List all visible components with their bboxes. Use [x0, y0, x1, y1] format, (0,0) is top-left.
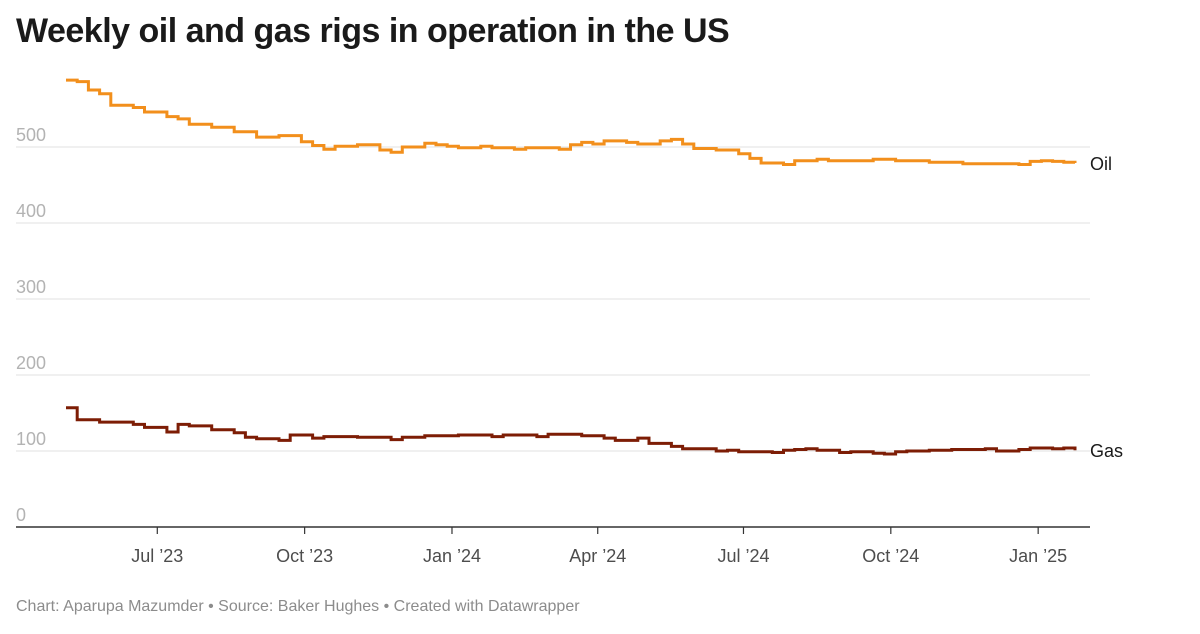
x-tick-label: Jul ’24 — [717, 546, 769, 566]
chart-title: Weekly oil and gas rigs in operation in … — [16, 12, 730, 50]
y-tick-label: 0 — [16, 505, 26, 525]
x-tick-label: Jan ’25 — [1009, 546, 1067, 566]
series-lines — [66, 78, 1077, 456]
source-name: Baker Hughes — [277, 598, 380, 615]
x-tick-label: Oct ’23 — [276, 546, 333, 566]
series-labels: Oil Gas — [1090, 154, 1123, 461]
chart-credit-label: Chart: — [16, 598, 60, 615]
x-axis-ticks: Jul ’23 Oct ’23 Jan ’24 Apr ’24 Jul ’24 Oct ’… — [131, 527, 1067, 566]
created-with: Created with Datawrapper — [393, 598, 580, 615]
chart-footer: Chart: Aparupa Mazumder • Source: Baker … — [16, 598, 580, 616]
chart-author: Aparupa Mazumder — [63, 598, 204, 615]
oil-series-label: Oil — [1090, 154, 1112, 174]
y-tick-label: 100 — [16, 429, 46, 449]
y-tick-label: 500 — [16, 125, 46, 145]
y-tick-label: 300 — [16, 277, 46, 297]
y-tick-label: 400 — [16, 201, 46, 221]
y-tick-label: 200 — [16, 353, 46, 373]
x-tick-label: Apr ’24 — [569, 546, 626, 566]
gridlines — [16, 146, 1090, 452]
x-tick-label: Jan ’24 — [423, 546, 481, 566]
gas-series-line — [66, 406, 1077, 456]
gas-series-label: Gas — [1090, 441, 1123, 461]
footer-separator: • — [208, 598, 214, 615]
source-label: Source: — [218, 598, 274, 615]
x-tick-label: Jul ’23 — [131, 546, 183, 566]
x-tick-label: Oct ’24 — [862, 546, 919, 566]
footer-separator: • — [383, 598, 390, 615]
oil-series-line — [66, 78, 1077, 166]
y-axis-ticks: 0 100 200 300 400 500 — [16, 125, 46, 525]
